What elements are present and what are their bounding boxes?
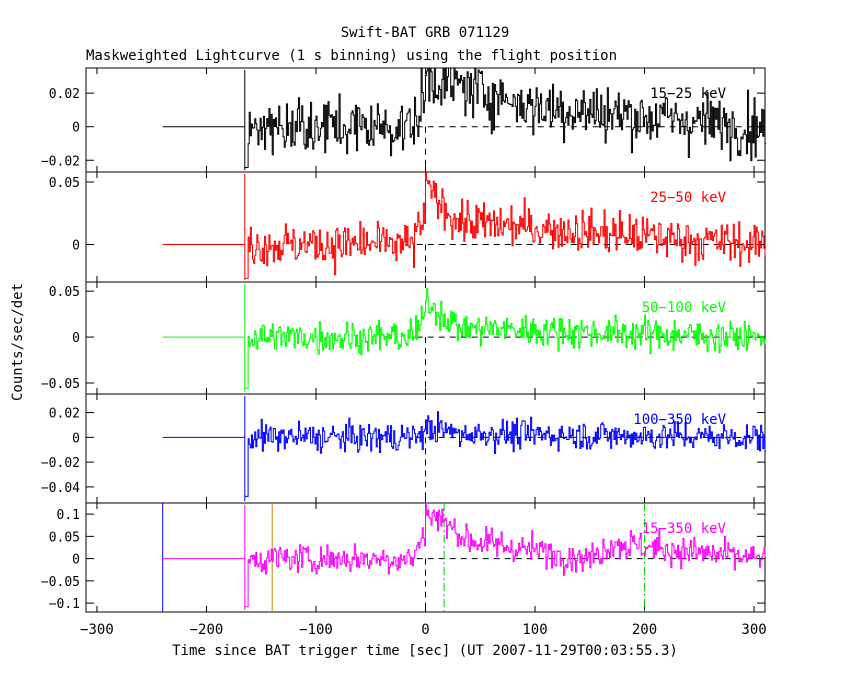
series-line (244, 172, 767, 279)
x-tick-label: 200 (632, 622, 657, 638)
series-line (244, 502, 767, 608)
y-tick-label: 0.1 (57, 508, 80, 523)
chart-title: Swift-BAT GRB 071129 (341, 25, 510, 41)
x-tick-label: 300 (741, 622, 766, 638)
series-label: 15−25 keV (650, 86, 726, 102)
series-label: 25−50 keV (650, 190, 726, 206)
y-tick-label: −0.04 (41, 481, 80, 496)
x-tick-label: −300 (80, 622, 114, 638)
x-axis-label: Time since BAT trigger time [sec] (UT 20… (172, 643, 678, 659)
y-tick-label: 0.05 (49, 530, 80, 545)
x-tick-label: 0 (421, 622, 429, 638)
y-tick-label: 0 (72, 121, 80, 136)
y-tick-label: −0.05 (41, 575, 80, 590)
y-tick-label: 0 (72, 239, 80, 254)
y-tick-label: −0.05 (41, 377, 80, 392)
panel-4: −0.1 −0.05 0 0.05 0.1 15−350 keV (41, 502, 767, 613)
chart-subtitle: Maskweighted Lightcurve (1 s binning) us… (86, 48, 617, 64)
panel-0: −0.02 0 0.02 15−25 keV (41, 67, 767, 173)
y-tick-label: 0.05 (49, 176, 80, 191)
y-tick-label: 0 (72, 431, 80, 446)
x-tick-label: −200 (190, 622, 224, 638)
y-tick-label: −0.02 (41, 154, 80, 169)
y-tick-label: 0.02 (49, 407, 80, 422)
y-tick-label: −0.02 (41, 456, 80, 471)
y-axis-label: Counts/sec/det (10, 283, 26, 401)
series-label: 50−100 keV (642, 300, 727, 316)
x-tick-label: 100 (522, 622, 547, 638)
y-tick-label: 0 (72, 331, 80, 346)
panel-3: −0.04 −0.02 0 0.02 100−350 keV (41, 393, 767, 504)
series-line (244, 411, 767, 497)
panel-2: −0.05 0 0.05 50−100 keV (41, 281, 767, 395)
series-label: 15−350 keV (642, 521, 727, 537)
y-tick-label: −0.1 (49, 597, 80, 612)
series-line (244, 288, 767, 389)
x-tick-label: −100 (299, 622, 333, 638)
panel-1: 0 0.05 25−50 keV (49, 171, 767, 283)
series-line (244, 67, 767, 168)
y-tick-label: 0 (72, 553, 80, 568)
y-tick-label: 0.05 (49, 285, 80, 300)
series-label: 100−350 keV (633, 412, 726, 428)
y-tick-label: 0.02 (49, 87, 80, 102)
